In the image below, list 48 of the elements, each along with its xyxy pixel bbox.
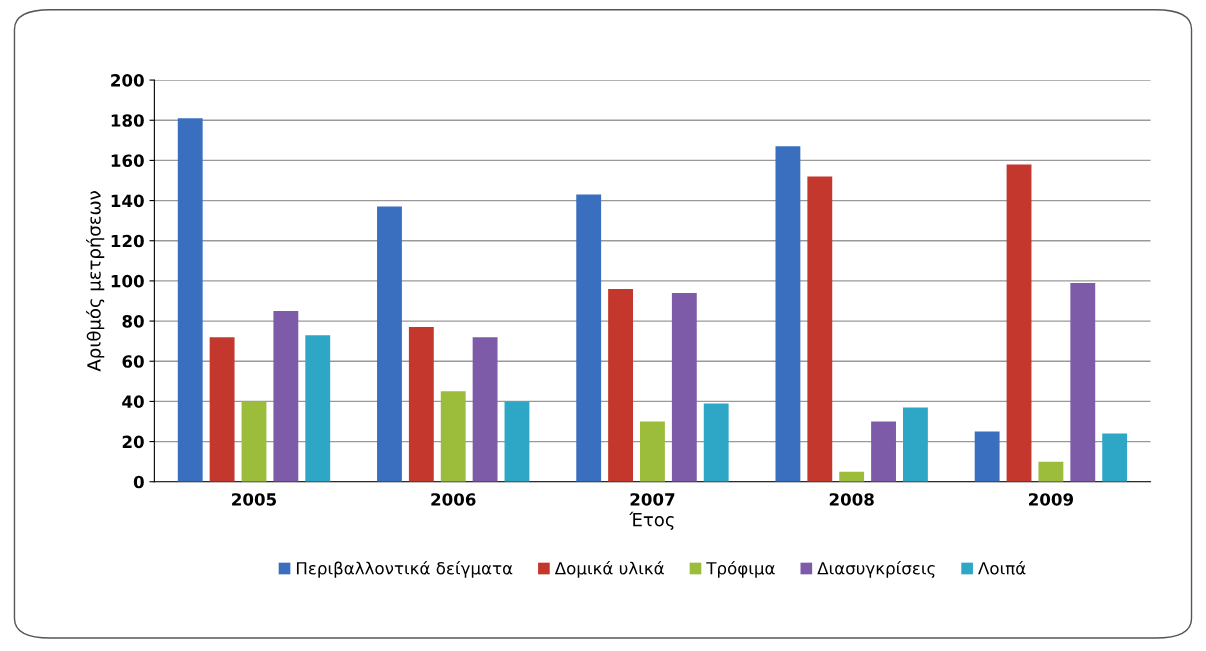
bar	[209, 337, 235, 482]
y-tick-label: 60	[122, 355, 144, 368]
bar	[1006, 164, 1032, 482]
x-tick-label: 2006	[431, 493, 476, 506]
bar	[640, 421, 665, 482]
y-axis-title: Αριθμός μετρήσεων	[86, 191, 105, 372]
y-tick-label: 80	[122, 315, 144, 328]
x-tick-label: 2008	[829, 493, 874, 506]
y-tick-label: 40	[122, 395, 144, 408]
bar	[703, 403, 729, 482]
y-tick-label: 0	[133, 475, 144, 489]
y-tick-label: 160	[111, 154, 144, 167]
bar	[871, 421, 896, 482]
bar	[241, 401, 267, 482]
y-tick-label: 100	[111, 274, 144, 288]
bar	[839, 471, 865, 482]
bar	[807, 176, 833, 482]
bar	[775, 146, 801, 482]
x-tick-label: 2009	[1029, 493, 1074, 506]
bar	[377, 206, 402, 482]
bar	[671, 292, 697, 482]
bar	[472, 337, 498, 482]
bar	[1038, 461, 1064, 482]
legend-label: Τρόφιμα	[706, 561, 775, 578]
bar	[177, 118, 203, 482]
x-tick-label: 2005	[232, 493, 277, 506]
bar	[608, 288, 633, 482]
y-tick-label: 200	[111, 74, 144, 87]
bar	[408, 327, 434, 482]
bar	[903, 407, 928, 482]
bar	[1070, 282, 1096, 482]
y-tick-label: 120	[111, 234, 144, 248]
x-axis-title: Έτος	[629, 511, 674, 530]
legend-label: Περιβαλλοντικά δείγματα	[296, 561, 513, 578]
x-tick-label: 2007	[630, 493, 675, 506]
legend-label: Διασυγκρίσεις	[817, 561, 935, 578]
bar	[974, 431, 1000, 482]
bar	[576, 194, 602, 482]
bar	[305, 335, 331, 482]
bar	[273, 311, 299, 482]
y-tick-label: 20	[122, 435, 144, 449]
legend-label: Λοιπά	[978, 561, 1026, 575]
y-tick-label: 140	[111, 194, 144, 208]
legend-label: Δομικά υλικά	[554, 561, 664, 578]
y-tick-label: 180	[111, 114, 144, 127]
bar	[1102, 433, 1128, 482]
bar	[504, 401, 530, 482]
bar	[440, 391, 466, 482]
